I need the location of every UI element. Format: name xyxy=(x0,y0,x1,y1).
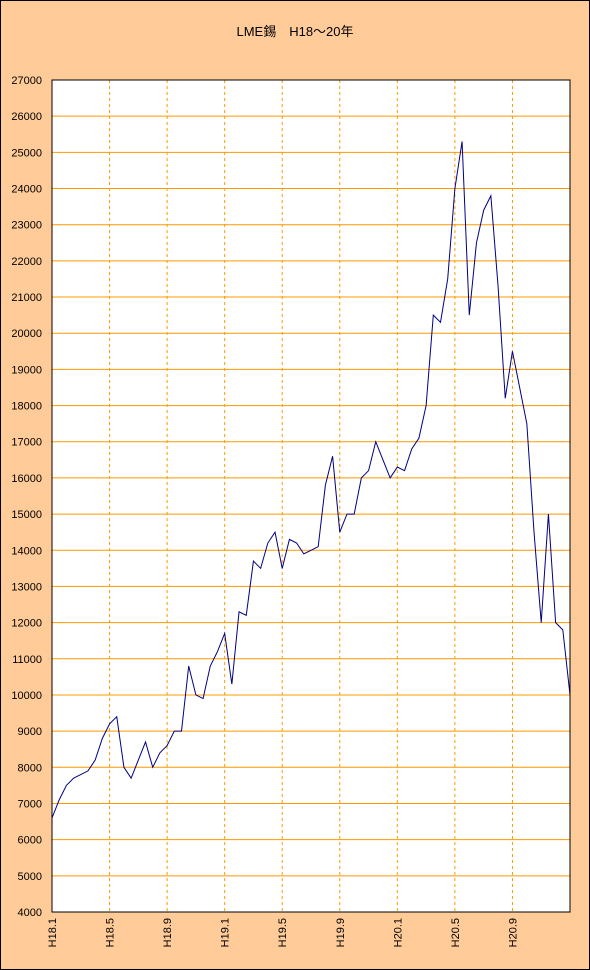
marks xyxy=(51,141,571,819)
y-tick-label: 12000 xyxy=(11,618,42,630)
y-tick-label: 25000 xyxy=(11,147,42,159)
x-tick-label: H20.9 xyxy=(507,918,519,947)
y-tick-label: 11000 xyxy=(12,654,42,666)
y-tick-label: 26000 xyxy=(11,111,42,123)
y-tick-label: 13000 xyxy=(11,581,42,593)
y-tick-label: 9000 xyxy=(18,726,42,738)
x-tick-label: H19.1 xyxy=(220,918,232,947)
x-tick-label: H19.9 xyxy=(335,918,347,947)
y-tick-label: 21000 xyxy=(11,292,42,304)
y-tick-label: 7000 xyxy=(18,798,42,810)
plot-area xyxy=(52,80,570,912)
y-tick-label: 18000 xyxy=(11,401,42,413)
y-tick-label: 5000 xyxy=(18,871,42,883)
plot-border xyxy=(51,79,571,913)
series-line xyxy=(51,141,571,819)
x-tick-label: H18.9 xyxy=(162,918,174,947)
y-tick-label: 16000 xyxy=(11,473,42,485)
y-tick-label: 22000 xyxy=(11,256,42,268)
y-tick-label: 10000 xyxy=(11,690,42,702)
x-tick-label: H20.5 xyxy=(450,918,462,947)
y-tick-label: 4000 xyxy=(18,907,42,919)
y-tick-label: 8000 xyxy=(18,762,42,774)
y-tick-label: 15000 xyxy=(11,509,42,521)
y-tick-label: 20000 xyxy=(11,328,42,340)
y-tick-label: 24000 xyxy=(11,184,42,196)
x-tick-label: H18.1 xyxy=(47,918,59,947)
y-tick-label: 6000 xyxy=(18,835,42,847)
y-tick-label: 17000 xyxy=(11,437,42,449)
x-tick-label: H18.5 xyxy=(105,918,117,947)
y-tick-label: 27000 xyxy=(11,75,42,87)
y-tick-label: 23000 xyxy=(11,220,42,232)
y-tick-label: 19000 xyxy=(11,364,42,376)
x-tick-label: H20.1 xyxy=(392,918,404,947)
chart-title: LME錫 H18〜20年 xyxy=(236,24,353,39)
x-tick-label: H19.5 xyxy=(277,918,289,947)
y-tick-label: 14000 xyxy=(11,545,42,557)
